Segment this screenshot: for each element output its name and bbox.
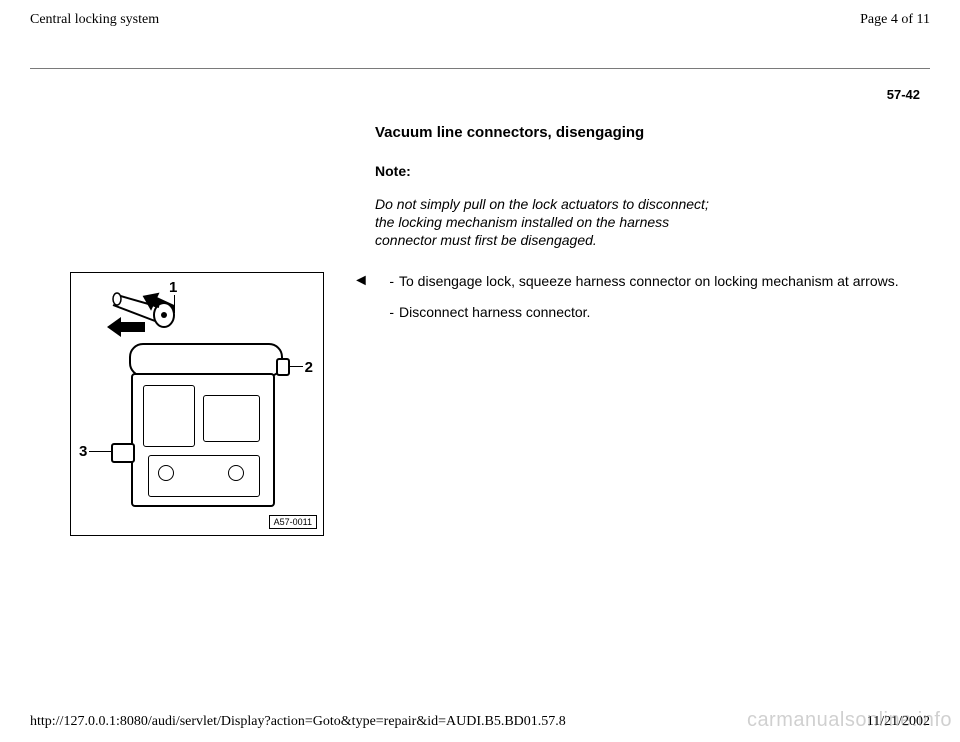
list-item: - To disengage lock, squeeze harness con… <box>379 272 900 303</box>
page: Central locking system Page 4 of 11 57-4… <box>0 0 960 742</box>
figure-label-2: 2 <box>305 359 313 376</box>
figure-code: A57-0011 <box>269 515 317 529</box>
step-text: To disengage lock, squeeze harness conne… <box>398 272 900 303</box>
note-label: Note: <box>375 163 720 179</box>
pointer-icon: ◄ <box>353 272 369 290</box>
content-upper: Vacuum line connectors, disengaging Note… <box>375 124 720 250</box>
figure-body-top <box>129 343 283 377</box>
section-title: Vacuum line connectors, disengaging <box>375 124 720 141</box>
step-text: Disconnect harness connector. <box>398 303 900 334</box>
divider <box>30 68 930 69</box>
figure-label-3: 3 <box>79 443 87 460</box>
header-page-number: Page 4 of 11 <box>860 12 930 28</box>
main-row: 1 2 3 <box>30 272 930 536</box>
figure-nub <box>111 443 135 463</box>
footer-url: http://127.0.0.1:8080/audi/servlet/Displ… <box>30 714 566 730</box>
figure-body-main <box>131 373 275 507</box>
header-title: Central locking system <box>30 12 159 28</box>
figure-nub <box>276 358 290 376</box>
figure-leader <box>89 451 111 452</box>
steps-list: - To disengage lock, squeeze harness con… <box>379 272 919 536</box>
figure-connector <box>109 287 179 337</box>
watermark: carmanualsonline.info <box>747 709 952 732</box>
figure: 1 2 3 <box>70 272 324 536</box>
list-item: - Disconnect harness connector. <box>379 303 900 334</box>
header-row: Central locking system Page 4 of 11 <box>30 12 930 28</box>
section-number: 57-42 <box>30 87 920 102</box>
note-body: Do not simply pull on the lock actuators… <box>375 195 720 250</box>
